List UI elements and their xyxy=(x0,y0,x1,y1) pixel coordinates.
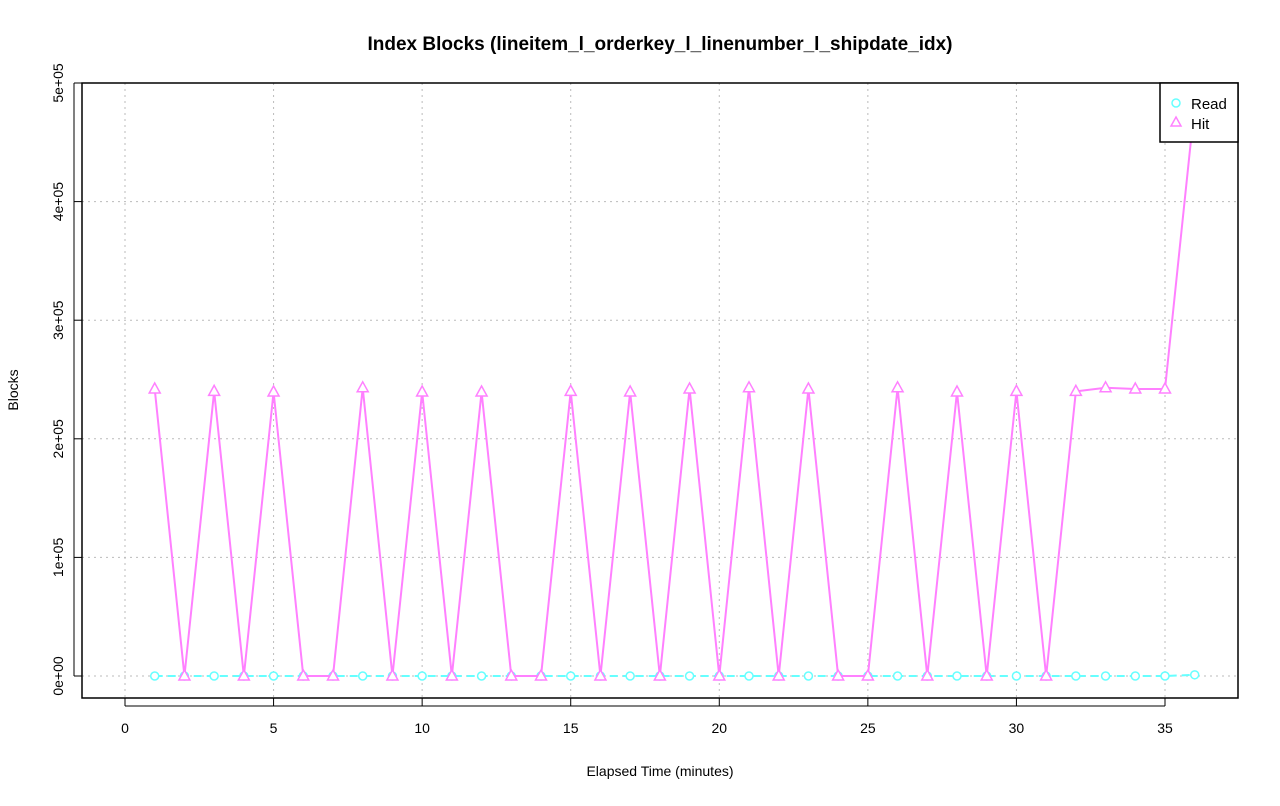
data-point-hit xyxy=(771,668,786,681)
data-point-hit xyxy=(653,668,667,681)
data-point-hit xyxy=(177,668,192,681)
data-point-hit xyxy=(1128,381,1143,394)
data-point-read xyxy=(1100,671,1111,681)
data-point-hit xyxy=(1098,380,1113,393)
data-point-hit xyxy=(385,668,400,681)
y-tick-label: 1e+05 xyxy=(50,538,66,578)
data-point-read xyxy=(1189,670,1200,680)
data-point-hit xyxy=(831,668,845,681)
y-axis: 0e+00 1e+05 2e+05 3e+05 4e+05 5e+05 xyxy=(50,63,82,696)
y-tick-label: 0e+00 xyxy=(50,656,66,696)
data-point-read xyxy=(476,671,487,681)
data-point-hit xyxy=(147,381,162,394)
legend-read-marker xyxy=(1171,98,1181,108)
data-point-hit xyxy=(1039,668,1053,681)
data-point-read xyxy=(684,671,695,681)
y-tick-label: 3e+05 xyxy=(50,300,66,340)
data-point-hit xyxy=(742,380,756,393)
data-point-hit xyxy=(237,668,251,681)
data-point-hit xyxy=(563,383,578,397)
data-point-hit xyxy=(504,668,519,681)
x-tick-label: 30 xyxy=(1009,720,1025,736)
x-axis-label: Elapsed Time (minutes) xyxy=(586,763,733,779)
data-point-read xyxy=(149,671,160,681)
series-group xyxy=(147,96,1202,681)
data-point-hit xyxy=(266,384,281,397)
x-tick-label: 5 xyxy=(270,720,278,736)
data-point-read xyxy=(1130,671,1141,681)
x-tick-label: 15 xyxy=(563,720,579,736)
x-tick-label: 10 xyxy=(414,720,430,736)
data-point-read xyxy=(209,671,219,681)
series-line-hit xyxy=(153,104,1196,677)
y-tick-label: 5e+05 xyxy=(50,63,66,103)
legend-hit-label: Hit xyxy=(1191,116,1210,133)
x-tick-label: 35 xyxy=(1157,720,1173,736)
data-point-read xyxy=(892,671,903,681)
data-point-hit xyxy=(801,381,816,394)
data-point-read xyxy=(565,671,576,681)
x-tick-label: 0 xyxy=(121,720,129,736)
data-point-hit xyxy=(920,668,935,681)
data-point-read xyxy=(625,671,635,681)
data-point-hit xyxy=(1009,383,1024,397)
data-point-read xyxy=(952,671,962,681)
legend: Read Hit xyxy=(1159,82,1239,143)
data-point-read xyxy=(357,671,368,681)
data-point-hit xyxy=(890,380,905,393)
data-point-read xyxy=(268,671,279,681)
y-axis-label: Blocks xyxy=(5,369,21,410)
data-point-read xyxy=(1011,671,1022,681)
data-point-hit xyxy=(979,668,994,681)
plot-frame xyxy=(81,82,1239,699)
data-point-hit xyxy=(682,381,697,394)
data-point-hit xyxy=(415,384,429,397)
data-point-read xyxy=(803,671,814,681)
legend-box xyxy=(1159,82,1239,143)
data-point-hit xyxy=(355,380,370,393)
chart-title: Index Blocks (lineitem_l_orderkey_l_line… xyxy=(368,34,953,55)
y-tick-label: 2e+05 xyxy=(50,419,66,459)
data-point-hit xyxy=(296,668,311,681)
y-tick-label: 4e+05 xyxy=(50,182,66,222)
data-point-hit xyxy=(207,383,221,397)
x-tick-label: 25 xyxy=(860,720,876,736)
grid xyxy=(82,82,1238,698)
data-point-hit xyxy=(861,668,875,681)
data-point-hit xyxy=(1069,383,1083,397)
data-point-hit xyxy=(474,384,489,397)
data-point-hit xyxy=(326,668,340,681)
data-point-hit xyxy=(623,384,637,397)
data-point-hit xyxy=(593,668,608,681)
data-point-hit xyxy=(445,668,459,681)
x-axis: 0 5 10 15 20 25 30 35 xyxy=(121,698,1173,736)
legend-hit-marker xyxy=(1169,115,1183,127)
data-point-read xyxy=(1160,671,1170,681)
data-point-hit xyxy=(534,668,548,681)
data-point-hit xyxy=(1158,381,1172,394)
data-point-read xyxy=(417,671,427,681)
legend-read-label: Read xyxy=(1191,96,1227,113)
data-point-read xyxy=(1071,671,1081,681)
data-point-hit xyxy=(712,668,727,681)
data-point-read xyxy=(744,671,754,681)
x-tick-label: 20 xyxy=(711,720,727,736)
data-point-hit xyxy=(950,384,964,397)
